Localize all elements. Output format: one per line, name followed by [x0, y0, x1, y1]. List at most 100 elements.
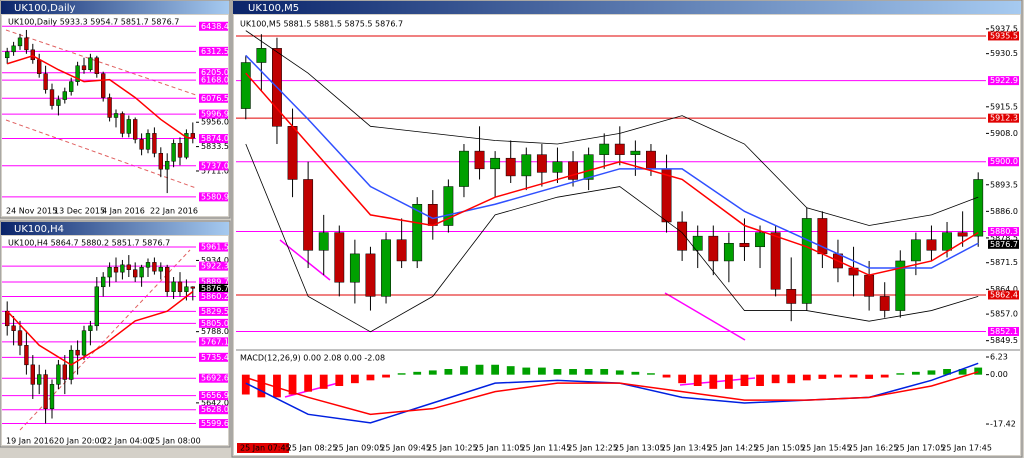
price-label: 5857.0	[990, 310, 1018, 319]
macd-bar	[350, 374, 359, 384]
macd-bar	[366, 374, 375, 381]
candle-body	[37, 59, 42, 74]
level-label: 5880.3	[990, 227, 1018, 236]
time-label: 25 Jan 10:25	[427, 444, 478, 453]
candle-body	[56, 364, 61, 385]
level-label: 5874.0	[201, 134, 229, 143]
candle-body	[113, 267, 119, 273]
chart-info: UK100,Daily 5933.3 5954.7 5851.7 5876.7	[8, 18, 179, 27]
level-tag	[988, 239, 1019, 249]
indicator-line	[245, 30, 979, 226]
level-tag	[199, 134, 228, 144]
candle-body	[145, 133, 151, 150]
price-label: 5711.0	[201, 166, 229, 175]
candle-body	[303, 179, 314, 251]
candle-body	[184, 133, 189, 158]
indicator-line	[6, 291, 194, 366]
trend-line	[279, 239, 331, 281]
macd-bar	[304, 374, 313, 392]
macd-bar	[678, 374, 687, 384]
candle-body	[801, 218, 812, 304]
title-bar[interactable]	[1, 222, 229, 235]
indicator-line	[245, 72, 979, 276]
candle-body	[474, 150, 485, 170]
macd-bar	[740, 374, 749, 386]
candle-body	[101, 73, 106, 98]
candle-body	[139, 267, 144, 278]
candle-body	[412, 204, 423, 262]
level-label: 5912.3	[990, 114, 1018, 123]
candle-body	[158, 267, 163, 272]
candle-body	[646, 150, 656, 170]
macd-bar	[802, 374, 811, 381]
macd-bar	[693, 374, 702, 386]
macd-bar	[491, 364, 500, 375]
candle-body	[165, 160, 170, 170]
level-tag	[199, 291, 228, 301]
macd-bar	[444, 369, 453, 375]
candle-body	[30, 364, 35, 385]
title-bar[interactable]	[1, 1, 229, 14]
candle-body	[723, 242, 734, 262]
candle-body	[171, 281, 176, 292]
candle-body	[942, 232, 952, 251]
level-tag	[199, 337, 228, 347]
time-label: 25 Jan 09:05	[334, 444, 385, 453]
candle-body	[568, 161, 578, 180]
level-label: 5889.7	[201, 278, 229, 287]
level-label: 6168.0	[201, 76, 229, 85]
macd-bar	[709, 374, 718, 389]
candle-body	[120, 264, 125, 273]
candle-body	[521, 154, 532, 177]
level-label: 5692.6	[201, 374, 229, 383]
macd-bar	[771, 374, 780, 384]
time-label: 25 Jan 08:25	[287, 444, 338, 453]
price-label: 5937.5	[990, 24, 1018, 33]
time-label: 25 Jan 16:25	[848, 444, 899, 453]
candle-body	[69, 81, 74, 92]
title-bar[interactable]	[233, 1, 1021, 14]
candle-body	[240, 62, 251, 109]
candle-body	[11, 45, 16, 53]
candle-body	[24, 37, 29, 51]
level-tag	[199, 68, 228, 78]
level-tag	[199, 261, 228, 271]
candle-body	[599, 143, 610, 155]
level-tag	[199, 419, 228, 429]
indicator-info: MACD(12,26,9) 0.00 2.08 0.00 -2.08	[240, 354, 385, 363]
macd-bar	[818, 374, 827, 379]
macd-bar	[460, 366, 468, 375]
candle-body	[910, 239, 921, 262]
level-label: 5852.1	[990, 327, 1018, 336]
level-label: 5996.9	[201, 110, 229, 119]
level-tag	[199, 352, 228, 362]
price-label: 5878.5	[990, 233, 1018, 242]
time-label: 25 Jan 15:45	[801, 444, 852, 453]
macd-bar	[288, 374, 297, 395]
level-tag	[199, 391, 228, 401]
level-tag	[199, 109, 228, 119]
macd-bar	[382, 374, 390, 378]
window-title: UK100,M5	[248, 3, 299, 14]
level-label: 5737.0	[201, 161, 229, 170]
level-tag	[199, 192, 228, 202]
macd-bar	[880, 374, 889, 378]
candle-body	[62, 91, 67, 100]
candle-body	[177, 281, 183, 292]
macd-bar	[335, 374, 344, 386]
time-label: 25 Jan 17:45	[941, 444, 992, 453]
level-tag	[199, 161, 228, 171]
candle-body	[287, 126, 298, 180]
time-label: 25 Jan 11:45	[521, 444, 572, 453]
candle-body	[864, 274, 875, 297]
time-label: 25 Jan 14:25	[708, 444, 759, 453]
candle-body	[190, 133, 195, 139]
candle-body	[443, 186, 454, 226]
candle-body	[94, 286, 99, 327]
candle-body	[396, 239, 407, 262]
candle-body	[120, 113, 125, 134]
macd-label: 0.00	[990, 370, 1008, 379]
macd-bar	[584, 369, 593, 375]
time-label: 25 Jan 12:25	[567, 444, 618, 453]
level-tag	[199, 277, 228, 287]
